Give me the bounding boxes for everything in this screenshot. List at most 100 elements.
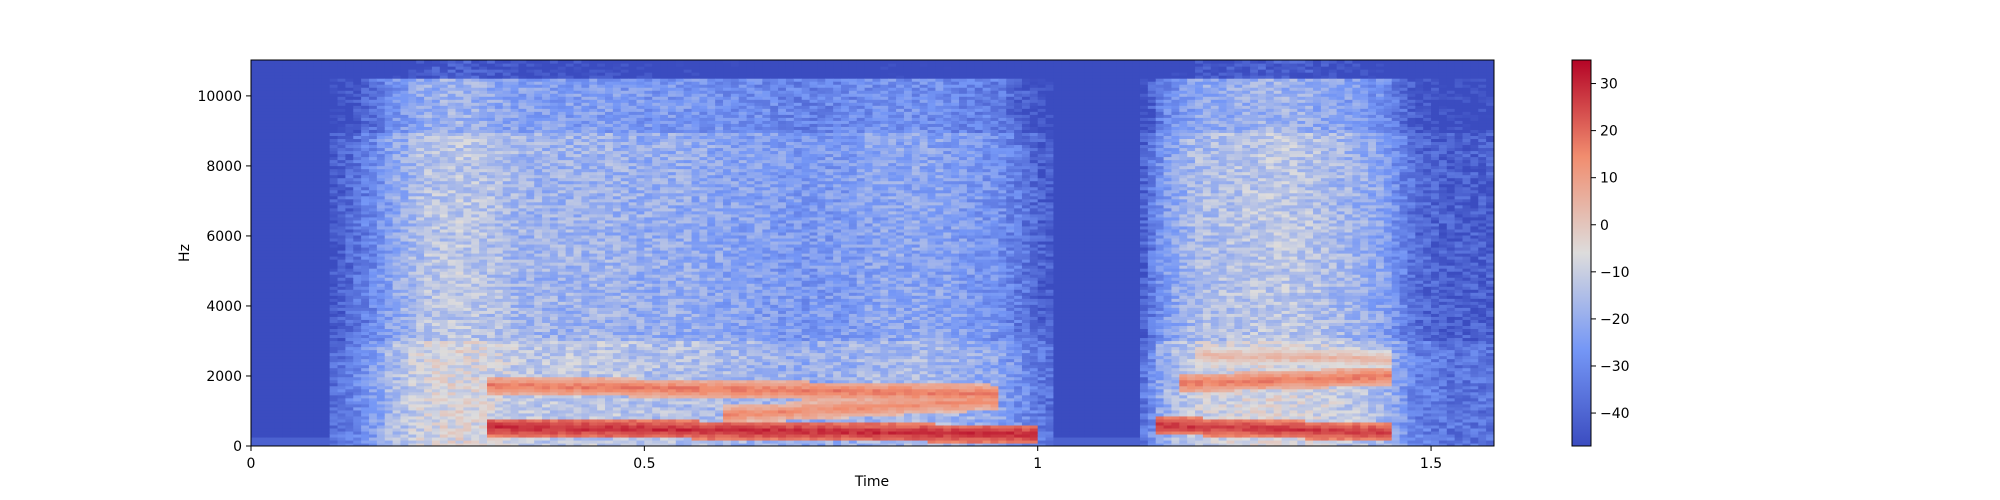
spectrogram-cell — [329, 204, 339, 209]
spectrogram-cell — [313, 144, 323, 149]
spectrogram-cell — [424, 289, 433, 293]
spectrogram-cell — [329, 222, 339, 227]
spectrogram-cell — [306, 180, 315, 185]
spectrogram-cell — [369, 319, 378, 323]
spectrogram-cell — [400, 331, 409, 336]
spectrogram-cell — [251, 228, 260, 233]
spectrogram-cell — [400, 234, 409, 239]
spectrogram-cell — [392, 228, 402, 233]
spectrogram-cell — [298, 93, 307, 97]
spectrogram-cell — [329, 219, 339, 224]
spectrogram-cell — [392, 376, 402, 381]
spectrogram-cell — [337, 283, 347, 287]
spectrogram-cell — [376, 262, 386, 266]
spectrogram-cell — [282, 388, 291, 393]
spectrogram-cell — [345, 421, 354, 426]
spectrogram-cell — [447, 60, 457, 64]
spectrogram-cell — [321, 298, 331, 302]
spectrogram-cell — [337, 265, 347, 269]
spectrogram-cell — [361, 325, 370, 329]
spectrogram-cell — [424, 367, 433, 372]
spectrogram-cell — [392, 334, 402, 339]
spectrogram-cell — [376, 292, 386, 296]
spectrogram-cell — [416, 388, 425, 393]
spectrogram-cell — [258, 87, 268, 91]
spectrogram-cell — [376, 228, 386, 233]
spectrogram-cell — [298, 343, 307, 348]
spectrogram-cell — [274, 385, 284, 390]
spectrogram-cell — [353, 289, 362, 293]
spectrogram-cell — [361, 207, 370, 212]
spectrogram-cell — [274, 228, 284, 233]
spectrogram-cell — [298, 394, 307, 399]
spectrogram-cell — [290, 138, 299, 143]
spectrogram-cell — [416, 210, 425, 215]
spectrogram-cell — [290, 442, 299, 446]
spectrogram-cell — [274, 102, 284, 106]
spectrogram-cell — [361, 334, 370, 339]
spectrogram-cell — [353, 385, 362, 390]
spectrogram-cell — [251, 319, 260, 323]
spectrogram-cell — [258, 343, 268, 348]
spectrogram-cell — [361, 328, 370, 333]
spectrogram-cell — [251, 222, 260, 227]
spectrogram-cell — [353, 84, 362, 88]
spectrogram-cell — [298, 409, 307, 414]
spectrogram-cell — [329, 189, 339, 194]
spectrogram-cell — [384, 265, 394, 269]
spectrogram-cell — [408, 301, 417, 305]
spectrogram-cell — [345, 231, 354, 236]
spectrogram-cell — [345, 403, 354, 408]
spectrogram-cell — [282, 331, 291, 336]
spectrogram-cell — [400, 256, 409, 260]
spectrogram-cell — [408, 277, 417, 281]
spectrogram-cell — [416, 415, 425, 420]
spectrogram-cell — [337, 313, 347, 317]
spectrogram-cell — [361, 367, 370, 372]
spectrogram-cell — [416, 283, 425, 287]
spectrogram-cell — [337, 328, 347, 333]
spectrogram-cell — [290, 99, 299, 103]
spectrogram-cell — [306, 216, 315, 221]
spectrogram-cell — [376, 240, 386, 245]
spectrogram-cell — [337, 373, 347, 378]
spectrogram-cell — [345, 301, 354, 305]
spectrogram-cell — [353, 403, 362, 408]
spectrogram-cell — [384, 328, 394, 333]
spectrogram-cell — [392, 129, 402, 133]
spectrogram-cell — [376, 373, 386, 378]
spectrogram-cell — [353, 111, 362, 115]
spectrogram-cell — [345, 213, 354, 218]
spectrogram-cell — [282, 111, 291, 115]
spectrogram-cell — [266, 165, 276, 170]
spectrogram-cell — [337, 165, 347, 170]
spectrogram-cell — [274, 249, 284, 254]
spectrogram-cell — [408, 295, 417, 299]
spectrogram-cell — [369, 150, 378, 155]
spectrogram-cell — [306, 280, 315, 284]
spectrogram-cell — [282, 352, 291, 357]
spectrogram-cell — [290, 418, 299, 423]
spectrogram-cell — [408, 346, 417, 351]
spectrogram-cell — [282, 277, 291, 281]
spectrogram-cell — [251, 292, 260, 296]
spectrogram-cell — [258, 216, 268, 221]
spectrogram-cell — [337, 397, 347, 402]
spectrogram-cell — [400, 150, 409, 155]
spectrogram-cell — [329, 159, 339, 164]
spectrogram-cell — [353, 307, 362, 311]
spectrogram-cell — [266, 126, 276, 130]
spectrogram-cell — [369, 409, 378, 414]
spectrogram-cell — [345, 334, 354, 339]
spectrogram-cell — [376, 367, 386, 372]
spectrogram-cell — [400, 253, 409, 257]
spectrogram-cell — [408, 283, 417, 287]
spectrogram-cell — [431, 433, 441, 438]
spectrogram-cell — [361, 274, 370, 278]
spectrogram-cell — [361, 150, 370, 155]
spectrogram-cell — [431, 409, 441, 414]
spectrogram-cell — [392, 81, 402, 85]
spectrogram-cell — [251, 102, 260, 106]
spectrogram-cell — [424, 216, 433, 221]
spectrogram-cell — [400, 63, 409, 67]
